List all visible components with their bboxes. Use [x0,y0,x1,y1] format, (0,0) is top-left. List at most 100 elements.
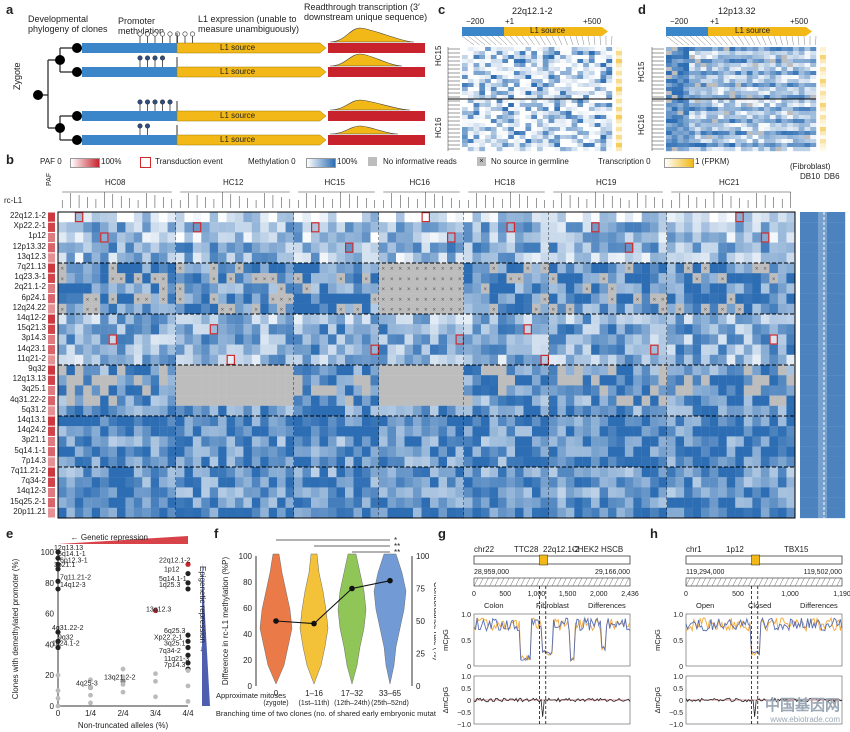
methylation-cell [781,75,788,80]
fibroblast-cell [800,334,810,345]
methylation-cell [752,232,762,243]
methylation-cell [83,283,92,294]
methylation-cell [735,123,742,128]
methylation-cell [769,115,776,120]
methylation-cell [588,91,595,96]
methylation-cell [464,385,473,396]
methylation-cell [624,365,634,376]
methylation-cell [741,59,747,64]
transcription-cell [616,87,622,92]
methylation-cell [447,365,456,376]
methylation-cell [641,283,651,294]
cpg-connector [521,35,530,46]
methylation-cell [787,63,794,68]
methylation-cell [616,334,626,345]
methylation-cell [142,507,151,519]
methylation-cell [712,143,719,148]
methylation-cell [577,63,584,68]
methylation-cell [328,263,337,274]
methylation-cell [176,385,185,396]
methylation-cell [66,477,76,488]
methylation-cell [251,334,261,345]
methylation-cell [260,293,269,304]
methylation-cell [108,385,118,396]
methylation-cell [608,446,617,457]
methylation-cell [671,143,678,148]
methylation-cell [515,436,524,447]
methylation-cell [370,477,380,488]
cpg-connector [557,35,563,46]
methylation-cell [489,212,499,223]
methylation-cell [666,111,672,116]
methylation-cell [684,354,693,366]
methylation-cell [421,273,431,284]
scale-tick: 1,500 [559,591,577,598]
methylation-cell [133,497,143,508]
methylation-cell [319,416,329,427]
methylation-cell [554,127,561,132]
methylation-cell [464,354,473,366]
methylation-cell [717,91,724,96]
methylation-cell [294,426,303,437]
methylation-cell [769,119,776,124]
methylation-cell [506,507,516,519]
methylation-cell [472,222,482,233]
methylation-cell [769,263,779,274]
methylation-cell [764,83,771,88]
methylation-cell [565,283,575,294]
methylation-cell [447,436,456,447]
methylation-cell [74,242,84,253]
methylation-cell [760,446,770,457]
methylation-cell [413,507,422,519]
category-sublabel: (zygote) [263,700,288,707]
methylation-cell [226,263,236,274]
methylation-cell [167,365,177,376]
methylation-cell [781,95,788,100]
no-source-mark: × [60,277,64,283]
methylation-cell [746,95,753,100]
methylation-cell [311,222,320,233]
methylation-cell [658,477,668,488]
methylation-cell [667,395,676,406]
y2-tick: 25 [416,650,425,659]
methylation-cell [565,507,575,519]
methylation-cell [781,87,788,92]
methylation-cell [606,143,613,148]
methylation-cell [582,395,592,406]
methylation-cell [701,467,710,478]
no-source-mark: × [755,267,759,273]
methylation-cell [226,456,236,468]
methylation-cell [752,293,762,304]
methylation-cell [692,273,702,284]
methylation-cell [218,405,227,417]
methylation-cell [100,426,109,437]
methylation-cell [735,95,742,100]
methylation-cell [689,47,696,52]
methylation-cell [464,314,473,325]
point-label: 14q12-3 [60,582,86,589]
methylation-cell [83,242,92,253]
methylation-cell [467,147,474,152]
methylation-cell [142,242,151,253]
methylation-cell [557,467,567,478]
methylation-cell [251,283,261,294]
methylation-cell [729,143,736,148]
transcription-cell [820,107,826,112]
scatter-point-background [55,672,61,678]
methylation-cell [758,99,765,104]
mitoses-label: Approximate mitoses [216,691,286,700]
methylation-cell [531,139,538,144]
methylation-cell [608,263,617,274]
methylation-cell [792,147,799,152]
methylation-cell [319,344,329,355]
methylation-cell [243,477,253,488]
methylation-cell [455,426,465,437]
methylation-cell [502,139,509,144]
methylation-cell [235,303,244,315]
methylation-cell [192,446,202,457]
methylation-cell [769,507,779,519]
methylation-cell [781,143,788,148]
methylation-cell [513,47,520,52]
fibroblast-cell [818,222,828,233]
methylation-cell [387,385,397,396]
